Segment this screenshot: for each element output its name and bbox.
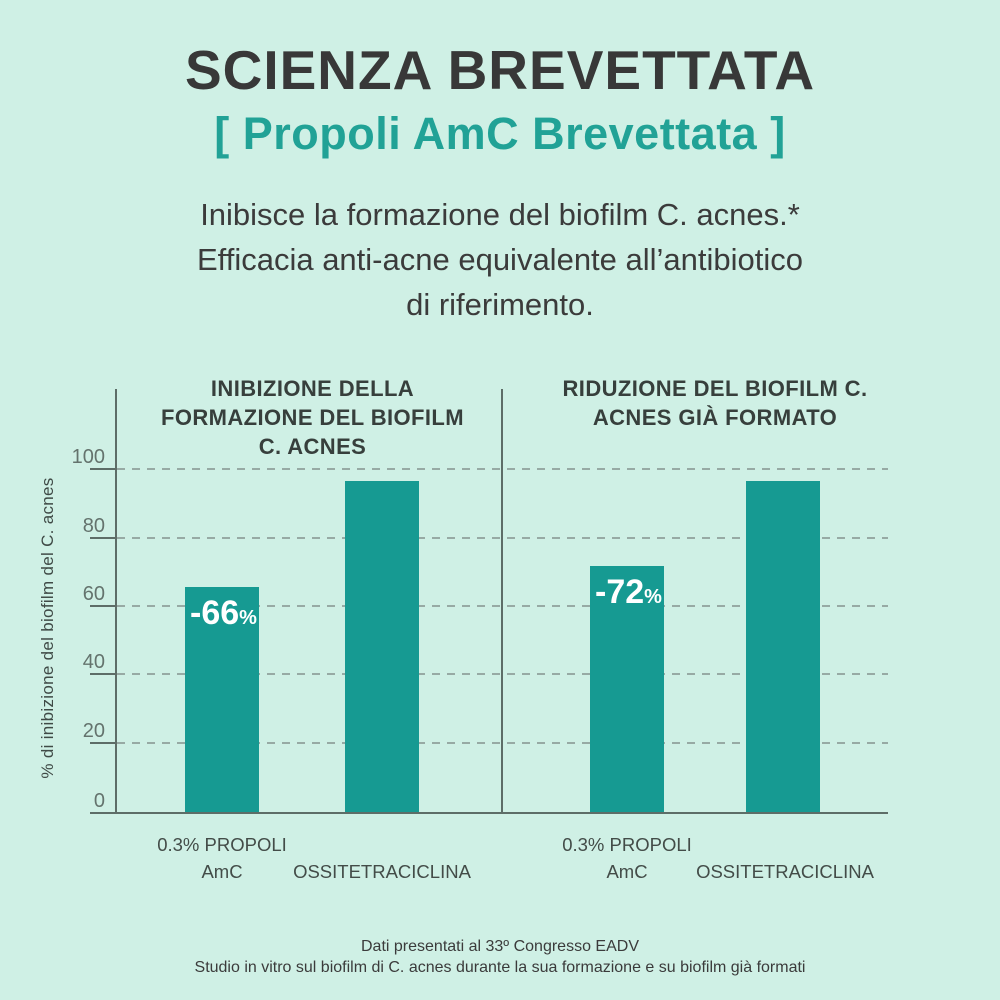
- tick-label-40: 40: [82, 651, 105, 673]
- right-chart-title-line-2: ACNES GIÀ FORMATO: [592, 405, 838, 430]
- tick-0: [90, 812, 115, 814]
- bar-left-ossitetraciclina: [345, 481, 419, 812]
- tick-label-100: 100: [71, 446, 105, 468]
- right-chart-title-line-1: RIDUZIONE DEL BIOFILM C.: [562, 376, 868, 401]
- description-line-2: Efficacia anti-acne equivalente all’anti…: [196, 242, 804, 277]
- bar-value-left: -66: [190, 594, 240, 632]
- y-axis-label: % di inibizione del biofilm del C. acnes: [38, 477, 57, 779]
- footer-line-2: Studio in vitro sul biofilm di C. acnes …: [194, 959, 806, 976]
- page-description: Inibisce la formazione del biofilm C. ac…: [0, 192, 1000, 327]
- tick-20: [90, 742, 115, 744]
- x-label-right-ossitetraciclina: OSSITETRACICLINA: [696, 858, 874, 885]
- bar-left-propoli-amc: -66%: [185, 587, 259, 812]
- x-label-left-propoli: 0.3% PROPOLI AmC: [157, 831, 287, 885]
- right-chart-title: RIDUZIONE DEL BIOFILM C. ACNES GIÀ FORMA…: [525, 374, 905, 432]
- x-label-right-propoli: 0.3% PROPOLI AmC: [562, 831, 692, 885]
- tick-label-80: 80: [82, 515, 105, 537]
- percent-sign-left: %: [239, 607, 257, 629]
- bar-value-right: -72: [595, 573, 645, 611]
- bar-chart-plot-area: 100 80 60 40 20 0 -66% -72%: [72, 389, 888, 882]
- bar-value-label-left: -66%: [190, 594, 257, 633]
- tick-label-0: 0: [93, 790, 105, 812]
- page-title: SCIENZA BREVETTATA: [184, 39, 816, 101]
- x-label-left-propoli-line-2: AmC: [201, 861, 243, 882]
- tick-40: [90, 673, 115, 675]
- bar-right-propoli-amc: -72%: [590, 566, 664, 812]
- tick-100: [90, 468, 115, 470]
- left-chart-title-line-2: FORMAZIONE DEL BIOFILM: [161, 405, 464, 430]
- tick-60: [90, 605, 115, 607]
- left-chart-title: INIBIZIONE DELLA FORMAZIONE DEL BIOFILM …: [130, 374, 495, 461]
- baseline-zero: 0: [90, 791, 888, 814]
- tick-80: [90, 537, 115, 539]
- description-line-3: di riferimento.: [406, 287, 594, 322]
- tick-label-20: 20: [82, 720, 105, 742]
- bar-right-ossitetraciclina: [746, 481, 820, 812]
- left-chart-title-line-1: INIBIZIONE DELLA: [210, 376, 415, 401]
- footer-notes: Dati presentati al 33º Congresso EADV St…: [0, 936, 1000, 978]
- tick-label-60: 60: [82, 583, 105, 605]
- x-label-right-ossitetraciclina-line: OSSITETRACICLINA: [696, 861, 874, 882]
- x-label-left-propoli-line-1: 0.3% PROPOLI: [157, 834, 287, 855]
- footer-line-1: Dati presentati al 33º Congresso EADV: [361, 938, 639, 955]
- description-line-1: Inibisce la formazione del biofilm C. ac…: [200, 197, 800, 232]
- x-label-left-ossitetraciclina-line: OSSITETRACICLINA: [293, 861, 471, 882]
- x-label-right-propoli-line-1: 0.3% PROPOLI: [562, 834, 692, 855]
- left-chart-title-line-3: C. ACNES: [258, 434, 367, 459]
- percent-sign-right: %: [644, 586, 662, 608]
- chart-divider-line: [501, 389, 503, 812]
- x-label-right-propoli-line-2: AmC: [606, 861, 648, 882]
- bar-value-label-right: -72%: [595, 573, 662, 612]
- page-subtitle: [ Propoli AmC Brevettata ]: [214, 108, 786, 159]
- x-label-left-ossitetraciclina: OSSITETRACICLINA: [293, 858, 471, 885]
